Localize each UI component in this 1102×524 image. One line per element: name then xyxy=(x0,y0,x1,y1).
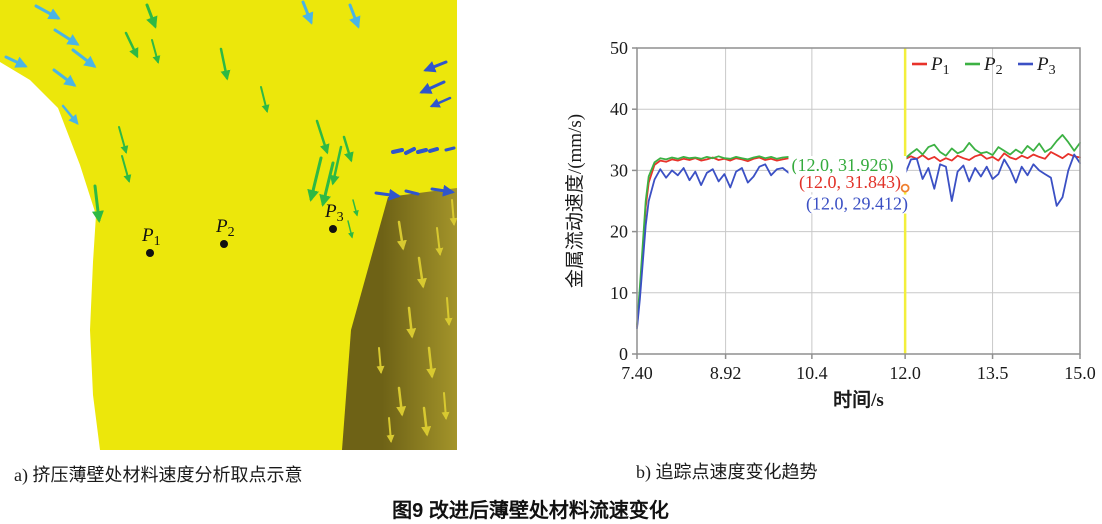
velocity-vector-icon xyxy=(91,184,104,223)
velocity-vector-icon xyxy=(444,146,456,152)
velocity-vector-icon xyxy=(53,28,80,46)
x-tick-label: 7.40 xyxy=(621,363,653,383)
velocity-vector-icon xyxy=(347,220,354,239)
velocity-line-chart: 7.40 8.92 10.4 12.0 13.5 15.0 0 10 20 30 40 50 时间/s 金… xyxy=(565,38,1096,411)
velocity-vector-icon xyxy=(374,188,401,201)
x-tick-label: 10.4 xyxy=(796,363,828,383)
annotation-backing xyxy=(796,173,915,193)
velocity-vector-icon xyxy=(34,4,61,20)
velocity-vector-icon xyxy=(219,47,231,81)
x-axis-label: 时间/s xyxy=(833,389,884,411)
annotation-value-label: (12.0, 31.843) xyxy=(799,172,901,193)
velocity-vector-icon xyxy=(71,48,97,68)
velocity-vector-icon xyxy=(449,199,457,226)
material-body xyxy=(0,0,457,450)
velocity-vector-icon xyxy=(421,406,432,437)
die-region xyxy=(342,188,457,450)
velocity-vector-icon xyxy=(348,3,361,29)
velocity-vector-icon xyxy=(4,55,28,68)
annotation-backing xyxy=(788,156,907,176)
velocity-vector-icon xyxy=(315,119,330,155)
velocity-vector-icon xyxy=(342,135,354,163)
velocity-vector-icon xyxy=(430,184,455,197)
velocity-vector-icon xyxy=(416,148,428,154)
velocity-vector-icon xyxy=(441,392,450,420)
x-tick-label: 15.0 xyxy=(1064,363,1096,383)
annotation-value-label: (12.0, 31.926) xyxy=(791,155,893,176)
velocity-vector-icon xyxy=(423,60,448,73)
velocity-vector-icon xyxy=(118,126,129,154)
annotation-backing xyxy=(803,194,922,214)
y-tick-label: 20 xyxy=(610,222,628,242)
x-tick-label: 12.0 xyxy=(889,363,921,383)
y-tick-label: 50 xyxy=(610,38,628,58)
y-tick-label: 0 xyxy=(619,344,628,364)
legend-label-p3: P3 xyxy=(1036,54,1056,78)
velocity-vector-icon xyxy=(61,104,79,125)
x-tick-label: 13.5 xyxy=(977,363,1009,383)
velocity-vector-icon xyxy=(396,386,407,417)
legend-label-p2: P2 xyxy=(983,54,1003,78)
velocity-vector-icon xyxy=(404,189,420,196)
velocity-vector-icon xyxy=(426,346,437,379)
y-tick-label: 30 xyxy=(610,160,628,180)
y-tick-label: 10 xyxy=(610,283,628,303)
annotation-value-label: (12.0, 29.412) xyxy=(806,194,908,215)
velocity-vector-icon xyxy=(301,0,314,25)
velocity-vector-icon xyxy=(429,96,452,108)
velocity-vector-icon xyxy=(396,220,407,251)
velocity-vector-icon xyxy=(444,297,453,326)
velocity-vector-icon xyxy=(145,3,158,29)
velocity-vector-icon xyxy=(124,31,139,59)
velocity-vector-icon xyxy=(52,68,77,87)
tracking-point-dot xyxy=(146,249,154,257)
velocity-vector-icon xyxy=(404,147,416,155)
velocity-vector-icon xyxy=(428,147,439,153)
highlight-marker xyxy=(900,183,910,193)
legend-label-p1: P1 xyxy=(930,54,950,78)
x-tick-label: 8.92 xyxy=(710,363,742,383)
velocity-vector-icon xyxy=(329,145,343,186)
velocity-vector-icon xyxy=(416,256,427,289)
velocity-vector-icon xyxy=(260,86,270,113)
velocity-vector-icon xyxy=(376,347,385,374)
caption-panel-b: b) 追踪点速度变化趋势 xyxy=(636,462,818,482)
velocity-vector-icon xyxy=(307,156,323,202)
y-tick-label: 40 xyxy=(610,99,628,119)
velocity-vector-icon xyxy=(121,155,132,183)
tracking-point-dot xyxy=(220,240,228,248)
velocity-vector-icon xyxy=(406,306,417,339)
velocity-vector-icon xyxy=(386,417,395,443)
y-axis-label: 金属流动速度/(mm/s) xyxy=(565,114,586,288)
figure-caption: 图9 改进后薄壁处材料流速变化 xyxy=(392,500,669,522)
tracking-point-dot xyxy=(329,225,337,233)
velocity-vector-icon xyxy=(435,227,444,256)
velocity-vector-icon xyxy=(419,80,446,94)
velocity-vector-icon xyxy=(391,148,404,154)
velocity-vector-icon xyxy=(151,39,161,64)
velocity-vector-icon xyxy=(352,199,359,217)
velocity-vector-icon xyxy=(319,161,335,207)
plot-border xyxy=(636,47,1081,355)
caption-panel-a: a) 挤压薄壁处材料速度分析取点示意 xyxy=(14,465,303,485)
